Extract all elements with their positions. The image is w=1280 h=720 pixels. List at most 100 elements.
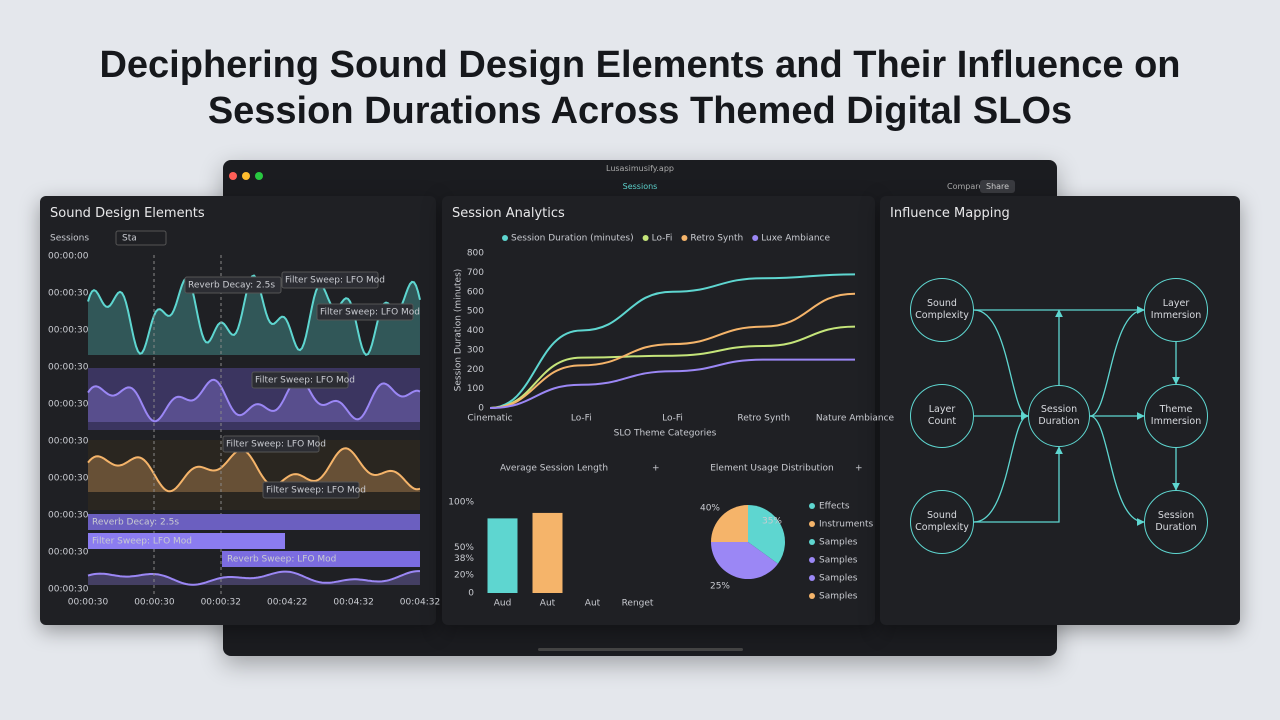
line [489,273,856,409]
legend-label: Samples [819,574,858,584]
legend-label: Samples [819,556,858,566]
time-axis-label: 00:00:30 [134,598,175,608]
y-tick-label: 500 [467,307,484,317]
bar [532,512,563,593]
time-axis-label: 00:00:30 [68,598,109,608]
chart-title: Average Session Length [500,464,608,474]
node: Theme Immersion [1144,384,1208,448]
legend-label: Lo-Fi [652,234,673,244]
clip-label: Filter Sweep: LFO Mod [92,537,192,547]
panel-title: Session Analytics [452,206,565,221]
x-tick-label: Aut [540,599,556,609]
pie-slice [711,505,748,542]
annotation: Filter Sweep: LFO Mod [285,276,385,286]
time-label: 00:00:30 [48,474,89,484]
scrollbar [538,648,743,651]
time-label: 00:00:30 [48,585,89,595]
x-tick-label: Lo-Fi [571,414,592,424]
time-axis-label: 00:00:32 [201,598,241,608]
legend-swatch [809,557,815,563]
slice-label: 40% [700,504,720,514]
time-label: 00:00:30 [48,400,89,410]
annotation-box [184,276,282,294]
node: Sound Complexity [910,490,974,554]
slice-label: 35% [762,517,782,527]
node: Session Duration [1144,490,1208,554]
edge [973,412,1029,523]
clip [88,533,285,549]
waveform [87,274,421,356]
tab[interactable]: Sessions [622,182,658,191]
legend-label: Effects [819,502,850,512]
node: Sound Complexity [910,278,974,342]
y-tick-label: 700 [467,268,484,278]
time-label: 00:00:00 [48,252,89,262]
control: Sta [122,234,137,244]
node: Layer Count [910,384,974,448]
annotation: Filter Sweep: LFO Mod [255,376,355,386]
panel-title: Influence Mapping [890,206,1010,221]
time-label: 00:00:30 [48,326,89,336]
time-axis-label: 00:04:32 [400,598,440,608]
bar [487,518,518,593]
y-tick-label: 200 [467,365,484,375]
legend-label: Samples [819,538,858,548]
y-tick-label: 300 [467,345,484,355]
node: Session Duration [1028,385,1090,447]
legend-swatch [809,593,815,599]
traffic-lights [229,165,264,184]
y-axis-label: Session Duration (minutes) [454,269,464,392]
legend-swatch [809,575,815,581]
time-axis-label: 00:04:32 [333,598,373,608]
annotation: Reverb Decay: 2.5s [188,281,275,291]
annotation: Filter Sweep: LFO Mod [226,440,326,450]
time-label: 00:00:30 [48,437,89,447]
x-tick-label: Lo-Fi [662,414,683,424]
chart-title: Element Usage Distribution [710,464,834,474]
y-tick-label: 38% [454,554,474,564]
legend-swatch [809,539,815,545]
edge [1089,306,1145,417]
y-tick-label: 800 [467,249,484,259]
control-box [115,230,167,246]
time-axis-label: 00:04:22 [267,598,307,608]
y-tick-label: 20% [454,570,474,580]
page-title: Deciphering Sound Design Elements and Th… [99,44,1181,132]
clip [88,514,420,530]
clip-label: Reverb Sweep: LFO Mod [227,555,336,565]
waveform-fill [88,378,420,422]
x-tick-label: Cinematic [467,414,512,424]
waveform [87,570,420,586]
pie-slice [748,505,785,564]
y-tick-label: 100 [467,384,484,394]
add-icon: + [652,464,660,474]
y-tick-label: 400 [467,326,484,336]
time-label: 00:00:30 [48,363,89,373]
x-axis-label: SLO Theme Categories [614,429,717,439]
compare-button[interactable]: Compare [947,182,984,191]
legend-swatch [809,503,815,509]
clip-label: Reverb Decay: 2.5s [92,518,179,528]
legend-swatch [681,235,688,241]
time-label: 00:00:30 [48,511,89,521]
share-button[interactable]: Share [980,180,1016,193]
annotation: Filter Sweep: LFO Mod [320,308,420,318]
waveform [87,377,421,423]
legend-swatch [809,521,815,527]
waveform-fill [88,448,420,492]
y-tick-label: 0 [468,589,474,599]
y-tick-label: 100% [448,498,474,508]
add-icon: + [855,464,863,474]
legend-label: Luxe Ambiance [761,234,830,244]
line [489,292,856,409]
node: Layer Immersion [1144,278,1208,342]
y-tick-label: 50% [454,543,474,553]
legend-swatch [752,235,759,241]
waveform [87,447,421,493]
annotation-box [262,481,360,499]
control: Sessions [50,234,89,244]
y-tick-label: 600 [467,287,484,297]
x-tick-label: Aut [585,599,601,609]
